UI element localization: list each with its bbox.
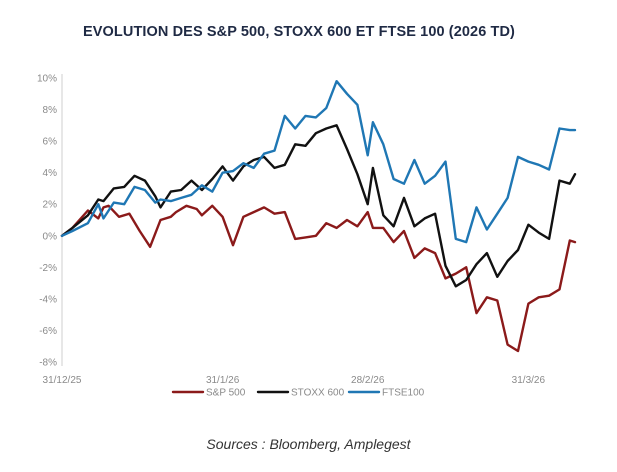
series-line-3 [60, 79, 577, 244]
y-tick-label: 6% [43, 137, 58, 148]
axes: 10% 8% 6% 4% 2% 0% -2% -4% -6% -8% 31/12/25 31/1/26… [37, 74, 545, 387]
series-line-1 [60, 204, 577, 353]
y-tick-label: 10% [37, 74, 57, 85]
legend-label: FTSE100 [382, 388, 425, 399]
y-tick-label: 0% [43, 231, 58, 242]
x-tick-label: 31/1/26 [206, 375, 240, 386]
chart-title: EVOLUTION DES S&P 500, STOXX 600 ET FTSE… [83, 24, 515, 40]
y-tick-label: 8% [43, 105, 58, 116]
source-note: Sources : Bloomberg, Amplegest [206, 436, 411, 452]
y-tick-label: 4% [43, 168, 58, 179]
x-tick-label: 28/2/26 [351, 375, 385, 386]
series-line-2 [60, 124, 577, 288]
y-tick-label: -6% [39, 326, 57, 337]
y-tick-label: -4% [39, 294, 57, 305]
legend-label: S&P 500 [206, 388, 246, 399]
series-layer [60, 79, 577, 353]
legend: S&P 500 STOXX 600 FTSE100 [171, 388, 425, 399]
x-tick-label: 31/3/26 [512, 375, 546, 386]
legend-label: STOXX 600 [291, 388, 345, 399]
x-tick-label: 31/12/25 [43, 375, 82, 386]
y-tick-label: -8% [39, 358, 57, 369]
y-tick-label: -2% [39, 263, 57, 274]
y-tick-label: 2% [43, 200, 58, 211]
